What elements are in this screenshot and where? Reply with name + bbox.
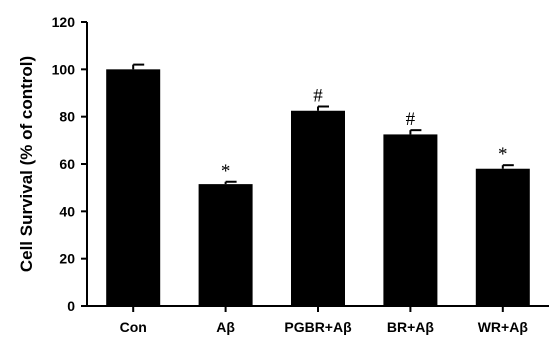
- significance-marker: *: [498, 144, 508, 165]
- x-tick-label: WR+Aβ: [478, 319, 529, 335]
- significance-marker: #: [406, 109, 416, 130]
- bar: [106, 69, 161, 306]
- bar: [383, 134, 438, 306]
- x-tick-label: BR+Aβ: [387, 319, 435, 335]
- x-tick-label: PGBR+Aβ: [284, 319, 352, 335]
- significance-marker: *: [221, 161, 231, 182]
- x-tick-label: Con: [120, 319, 147, 335]
- y-tick-label: 0: [67, 298, 75, 314]
- bar: [475, 168, 530, 306]
- y-axis-title: Cell Survival (% of control): [17, 56, 36, 272]
- bar: [291, 110, 345, 306]
- y-tick-label: 20: [59, 251, 75, 267]
- bars-group: * # # *: [106, 63, 530, 306]
- significance-marker: #: [313, 85, 323, 106]
- y-tick-label: 120: [52, 14, 76, 30]
- x-axis-ticks: Con Aβ PGBR+Aβ BR+Aβ WR+Aβ: [120, 306, 529, 335]
- bar: [198, 184, 253, 306]
- y-tick-label: 60: [59, 156, 75, 172]
- y-tick-label: 80: [59, 109, 75, 125]
- y-tick-label: 100: [52, 61, 76, 77]
- x-tick-label: Aβ: [216, 319, 235, 335]
- y-axis-ticks: 0 20 40 60 80 100 120: [52, 14, 87, 314]
- y-tick-label: 40: [59, 203, 75, 219]
